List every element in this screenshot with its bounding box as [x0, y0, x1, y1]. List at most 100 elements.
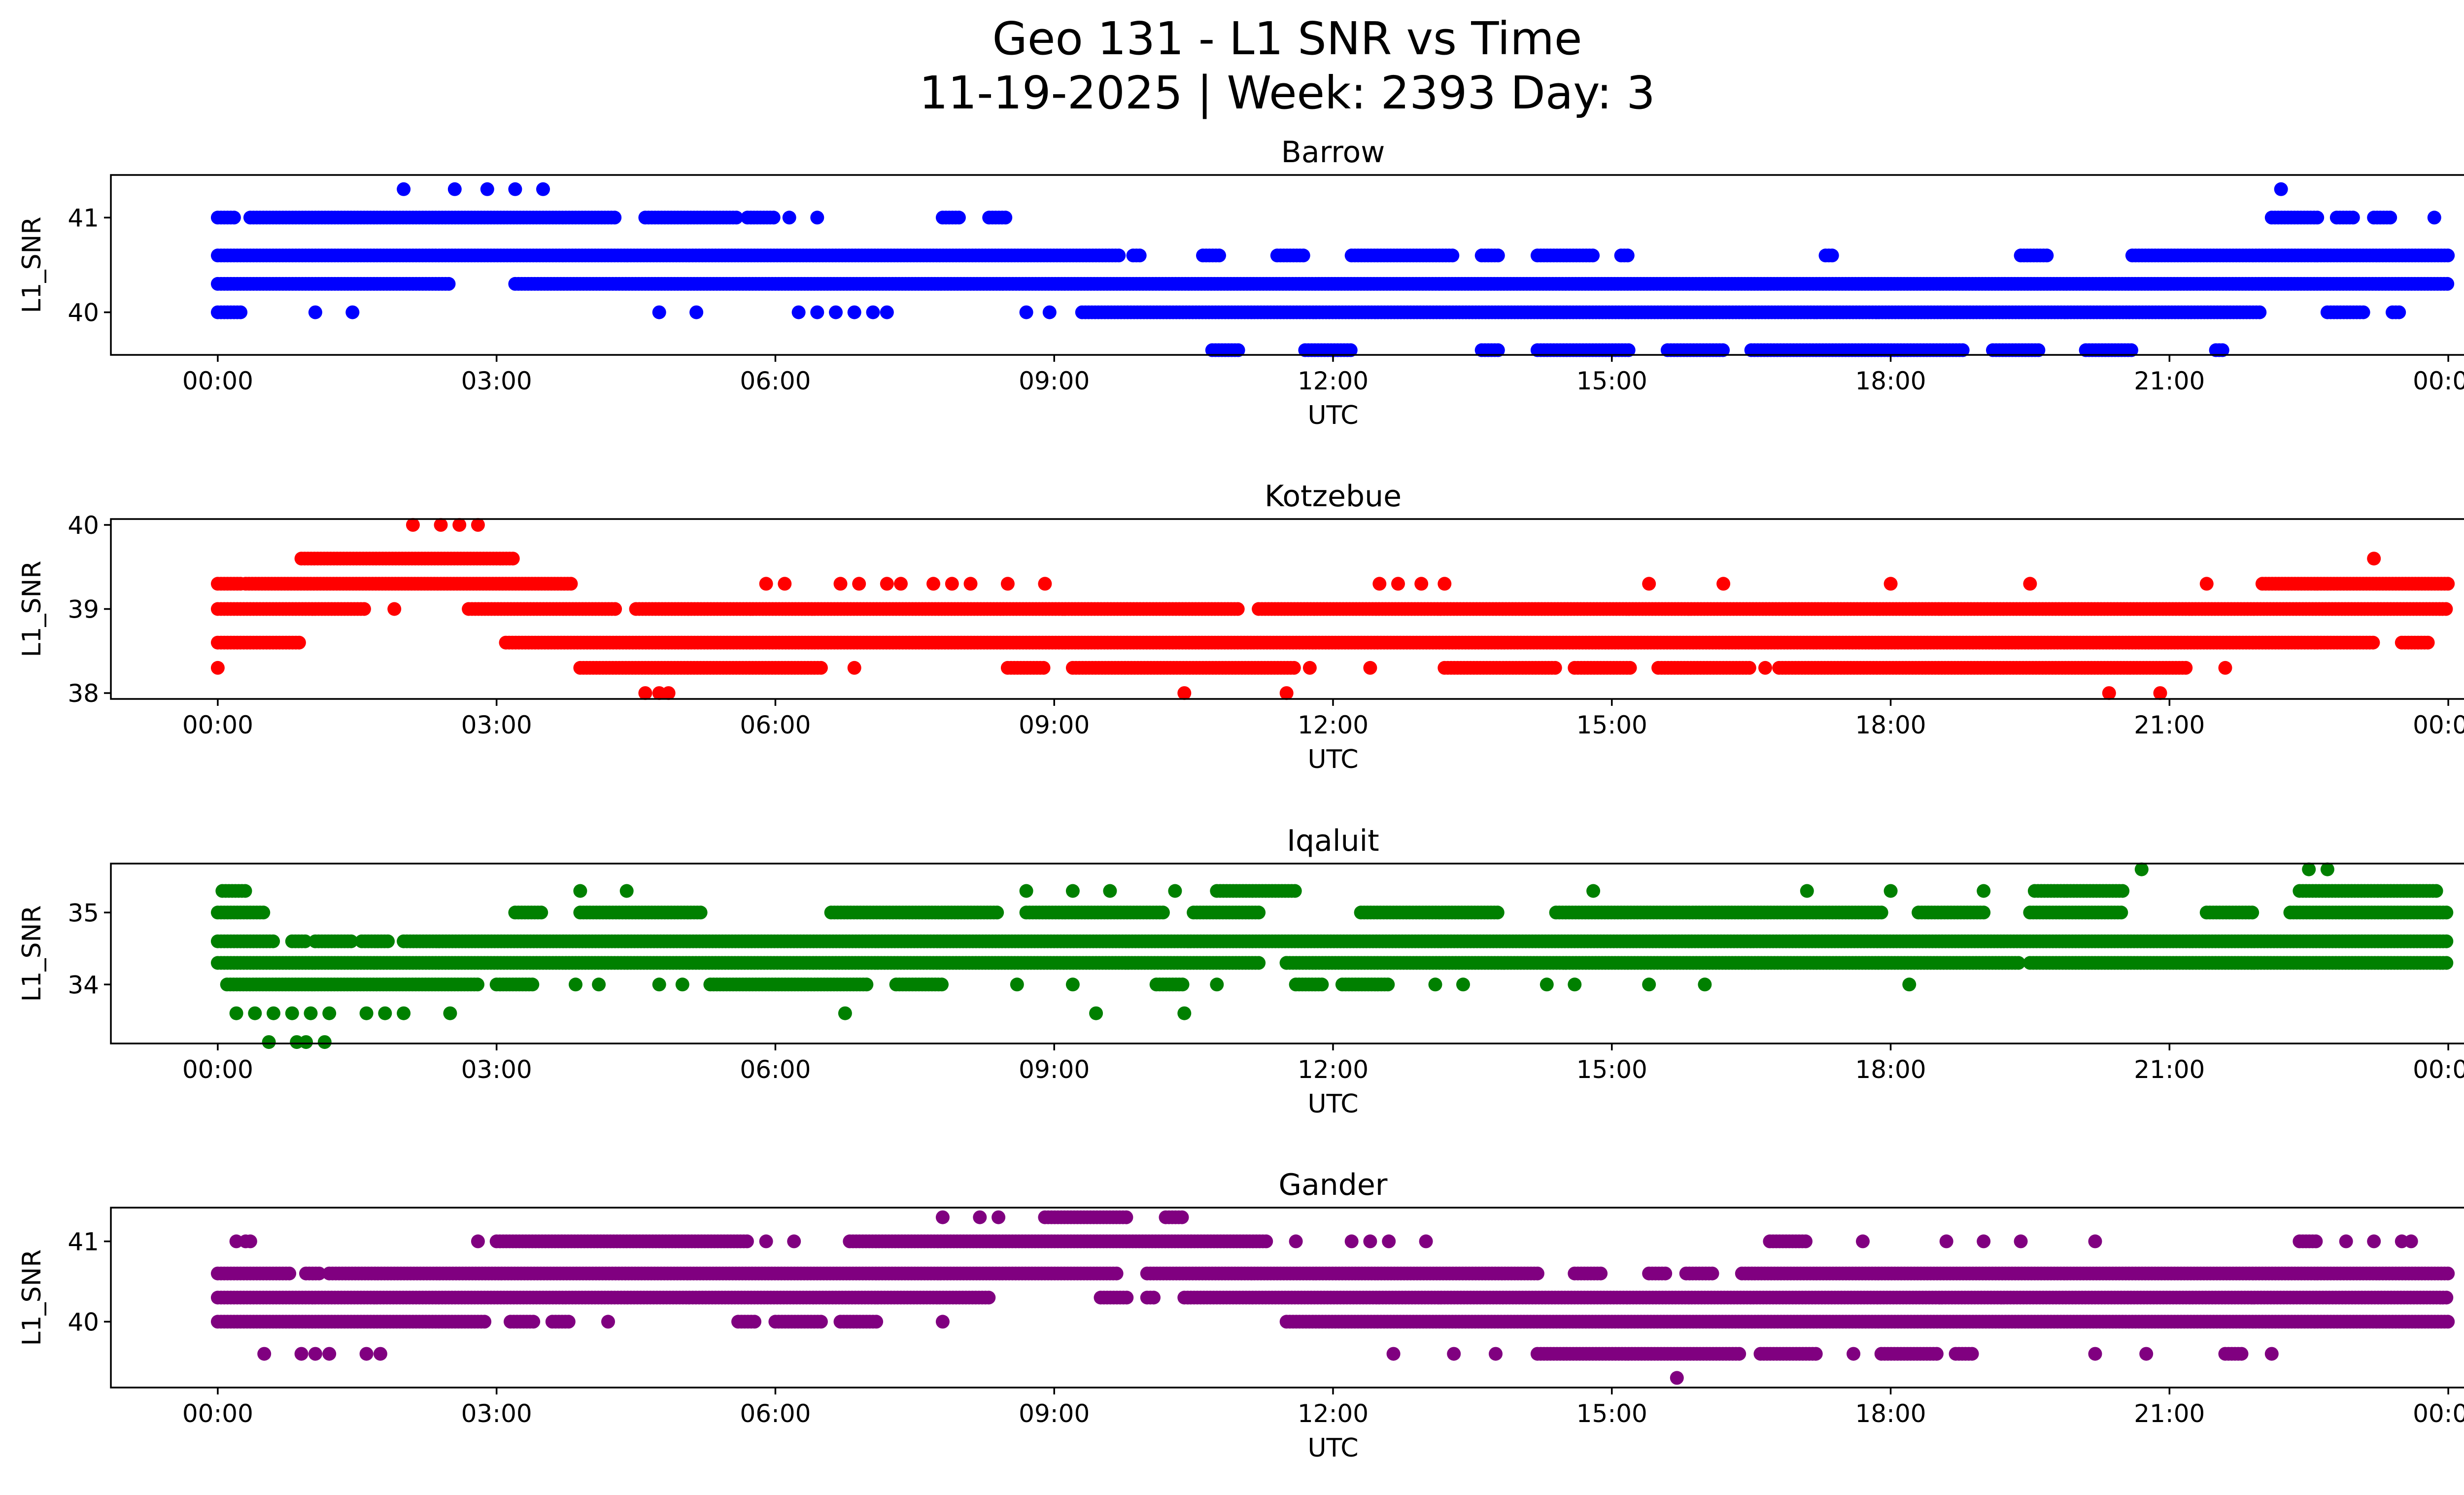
data-point [926, 577, 940, 591]
data-point [608, 602, 622, 616]
data-point [1296, 248, 1310, 263]
data-point [2367, 552, 2381, 566]
y-axis-label: L1_SNR [17, 560, 47, 657]
data-point [810, 305, 824, 319]
data-point [1042, 305, 1057, 319]
data-point [2153, 686, 2167, 700]
data-point [1620, 248, 1635, 263]
data-point [406, 518, 420, 532]
x-tick-label: 00:00 [182, 367, 253, 395]
data-point [1414, 577, 1429, 591]
data-point [810, 210, 824, 225]
data-points [210, 518, 2455, 700]
data-point [2439, 934, 2454, 948]
data-point [1716, 577, 1731, 591]
data-point [1019, 305, 1033, 319]
data-point [1231, 343, 1245, 357]
panel-title: Barrow [1281, 135, 1385, 170]
data-point [2366, 635, 2380, 650]
data-point [1445, 248, 1460, 263]
figure-title-line1: Geo 131 - L1 SNR vs Time [992, 12, 1582, 65]
data-point [434, 518, 448, 532]
x-tick-label: 21:00 [2134, 711, 2205, 739]
data-point [292, 635, 306, 650]
data-point [357, 602, 371, 616]
data-point [345, 305, 360, 319]
data-point [952, 210, 966, 225]
data-point [1437, 577, 1452, 591]
data-point [1491, 248, 1505, 263]
data-point [1372, 577, 1387, 591]
data-point [608, 210, 622, 225]
data-point [1112, 248, 1126, 263]
data-point [866, 305, 880, 319]
data-point [227, 210, 241, 225]
data-point [652, 305, 666, 319]
data-point [2440, 277, 2455, 291]
data-point [2274, 182, 2288, 196]
x-tick-label: 06:00 [740, 711, 811, 739]
data-point [1212, 248, 1226, 263]
data-point [945, 577, 959, 591]
data-point [508, 182, 522, 196]
data-point [1742, 661, 1756, 675]
data-point [2441, 248, 2455, 263]
data-point [1231, 602, 1245, 616]
x-axis-label: UTC [1307, 745, 1358, 774]
data-point [1491, 343, 1505, 357]
x-tick-label: 00:00 [182, 711, 253, 739]
y-axis-label: L1_SNR [17, 216, 47, 313]
data-point [2421, 635, 2435, 650]
x-tick-label: 21:00 [2134, 367, 2205, 395]
x-tick-label: 15:00 [1576, 711, 1647, 739]
data-point [778, 577, 792, 591]
data-point [782, 210, 796, 225]
data-point [2441, 577, 2455, 591]
data-point [1177, 686, 1192, 700]
x-tick-label: 03:00 [461, 367, 532, 395]
data-point [963, 577, 978, 591]
data-point [447, 182, 462, 196]
data-point [1343, 343, 1358, 357]
data-point [2253, 305, 2267, 319]
data-points [210, 862, 2454, 1049]
data-point [564, 577, 578, 591]
data-point [266, 934, 280, 948]
data-point [1279, 686, 1294, 700]
data-point [661, 686, 676, 700]
data-point [2310, 210, 2325, 225]
axes-frame [110, 174, 2464, 356]
x-tick-label: 09:00 [1019, 367, 1090, 395]
data-point [1391, 577, 1405, 591]
data-point [1302, 661, 1317, 675]
data-point [880, 305, 894, 319]
data-point [2040, 248, 2054, 263]
x-tick-label: 03:00 [461, 711, 532, 739]
x-tick-label: 06:00 [740, 367, 811, 395]
x-tick-label: 18:00 [1855, 367, 1926, 395]
data-point [2199, 577, 2214, 591]
data-point [1883, 577, 1898, 591]
data-point [471, 518, 485, 532]
x-tick-label: 00:00 [2413, 367, 2464, 395]
y-tick-label: 40 [68, 299, 99, 327]
data-point [2439, 602, 2453, 616]
data-point [1287, 661, 1301, 675]
data-point [791, 305, 806, 319]
data-point [1758, 661, 1772, 675]
x-tick-label: 12:00 [1298, 367, 1369, 395]
data-point [381, 934, 395, 948]
data-point [1038, 577, 1052, 591]
data-point [506, 552, 520, 566]
data-point [2179, 661, 2193, 675]
data-point [234, 305, 248, 319]
y-tick-label: 41 [68, 204, 99, 232]
data-point [1132, 248, 1147, 263]
data-point [397, 182, 411, 196]
data-point [689, 305, 704, 319]
data-point [210, 661, 225, 675]
